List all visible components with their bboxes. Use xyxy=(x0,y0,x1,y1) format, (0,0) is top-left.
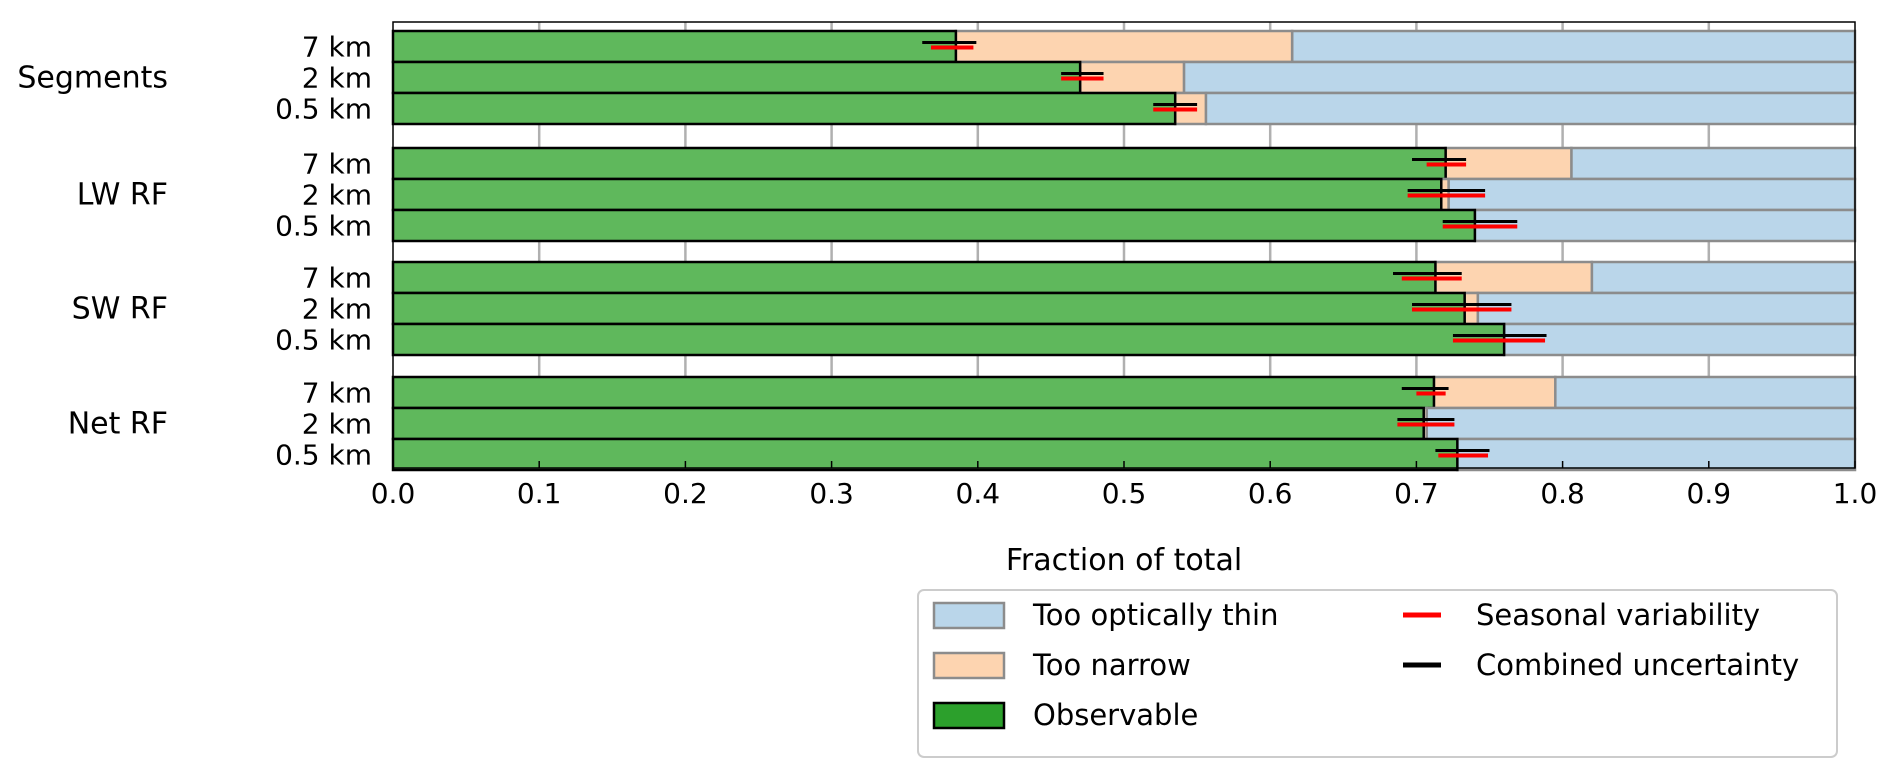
bar-label: 2 km xyxy=(302,408,372,441)
bar-label: 7 km xyxy=(302,31,372,64)
group-label: Net RF xyxy=(68,407,168,442)
bar-too-optically-thin xyxy=(1182,60,1857,95)
legend-label: Seasonal variability xyxy=(1476,598,1760,632)
bar-label: 7 km xyxy=(302,262,372,295)
bar-observable xyxy=(391,437,1459,472)
bar-observable xyxy=(391,60,1082,95)
bar-too-optically-thin xyxy=(1473,208,1857,243)
bar-too-optically-thin xyxy=(1447,177,1857,212)
x-tick-label: 0.9 xyxy=(1687,477,1732,510)
x-tick-label: 1.0 xyxy=(1833,477,1878,510)
bar-observable xyxy=(391,291,1466,326)
x-axis-label: Fraction of total xyxy=(1006,543,1242,578)
group-label: SW RF xyxy=(72,292,168,327)
bar-observable xyxy=(391,91,1177,126)
bar-label: 2 km xyxy=(302,179,372,212)
bar-too-optically-thin xyxy=(1476,291,1857,326)
bar-observable xyxy=(391,146,1447,181)
legend-swatch xyxy=(932,601,1006,630)
bar-too-optically-thin xyxy=(1456,437,1857,472)
x-tick-label: 0.4 xyxy=(956,477,1001,510)
legend-label: Too optically thin xyxy=(1032,598,1278,632)
bar-observable xyxy=(391,29,958,64)
group-label: Segments xyxy=(17,61,168,96)
group-label: LW RF xyxy=(77,178,168,213)
bar-too-optically-thin xyxy=(1570,146,1857,181)
legend-label: Observable xyxy=(1033,698,1198,732)
x-tick-label: 0.8 xyxy=(1540,477,1585,510)
bar-too-narrow xyxy=(1432,375,1557,410)
bar-too-narrow xyxy=(954,29,1294,64)
x-tick-label: 0.6 xyxy=(1248,477,1293,510)
bar-too-optically-thin xyxy=(1425,406,1857,441)
legend-box xyxy=(917,589,1838,758)
bar-label: 2 km xyxy=(302,62,372,95)
legend-label: Combined uncertainty xyxy=(1476,648,1799,682)
bar-label: 7 km xyxy=(302,148,372,181)
x-ticks: 0.0 0.1 0.2 0.3 0.4 0.5 0.6 0.7 0.8 0.9 1.0 xyxy=(371,461,1878,510)
bar-label: 0.5 km xyxy=(275,210,372,243)
bar-observable xyxy=(391,375,1436,410)
bar-too-optically-thin xyxy=(1204,91,1857,126)
x-tick-label: 0.2 xyxy=(663,477,708,510)
bar-too-optically-thin xyxy=(1502,322,1857,357)
legend-swatch xyxy=(932,701,1006,730)
bar-observable xyxy=(391,177,1443,212)
x-tick-label: 0.0 xyxy=(371,477,416,510)
bar-observable xyxy=(391,208,1477,243)
x-tick-label: 0.3 xyxy=(809,477,854,510)
bars xyxy=(391,29,1857,472)
legend-swatch xyxy=(932,651,1006,680)
legend-label: Too narrow xyxy=(1032,648,1191,682)
bar-too-optically-thin xyxy=(1590,260,1857,295)
bar-observable xyxy=(391,322,1506,357)
bar-too-optically-thin xyxy=(1554,375,1857,410)
x-tick-label: 0.7 xyxy=(1394,477,1439,510)
bar-label: 2 km xyxy=(302,293,372,326)
bar-label: 0.5 km xyxy=(275,324,372,357)
error-bars xyxy=(922,41,1547,458)
bar-observable xyxy=(391,260,1437,295)
bar-label: 7 km xyxy=(302,377,372,410)
bar-observable xyxy=(391,406,1425,441)
bar-label: 0.5 km xyxy=(275,439,372,472)
x-tick-label: 0.5 xyxy=(1102,477,1147,510)
x-tick-label: 0.1 xyxy=(517,477,562,510)
bar-too-optically-thin xyxy=(1290,29,1857,64)
legend: Too optically thin Too narrow Observable Se… xyxy=(917,589,1838,758)
bar-label: 0.5 km xyxy=(275,93,372,126)
